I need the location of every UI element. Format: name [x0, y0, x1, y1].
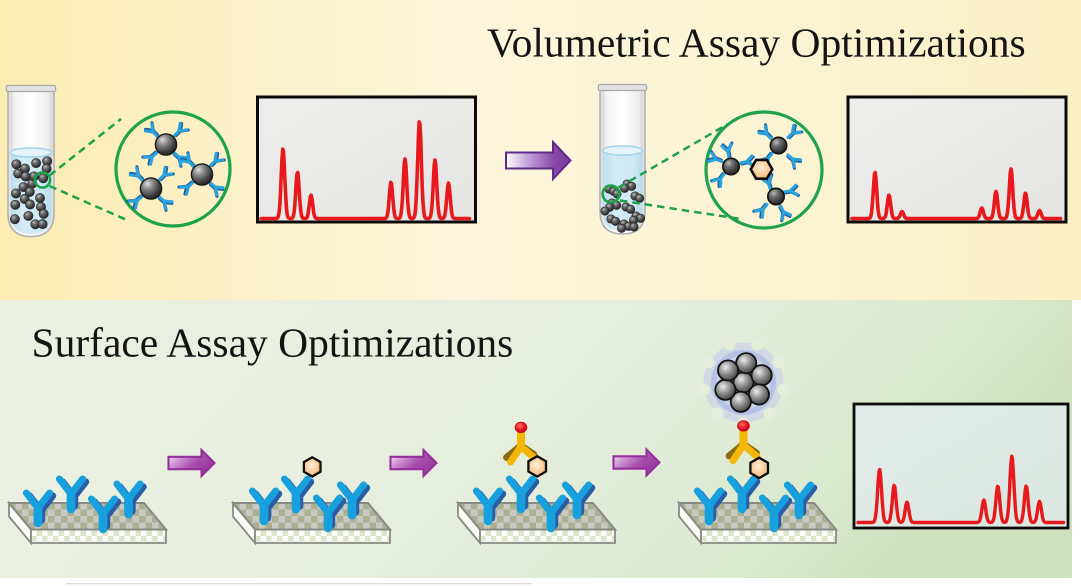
- svg-text:Surface Assay Optimizations: Surface Assay Optimizations: [32, 320, 514, 366]
- svg-text:Volumetric Assay Optimizations: Volumetric Assay Optimizations: [487, 20, 1026, 66]
